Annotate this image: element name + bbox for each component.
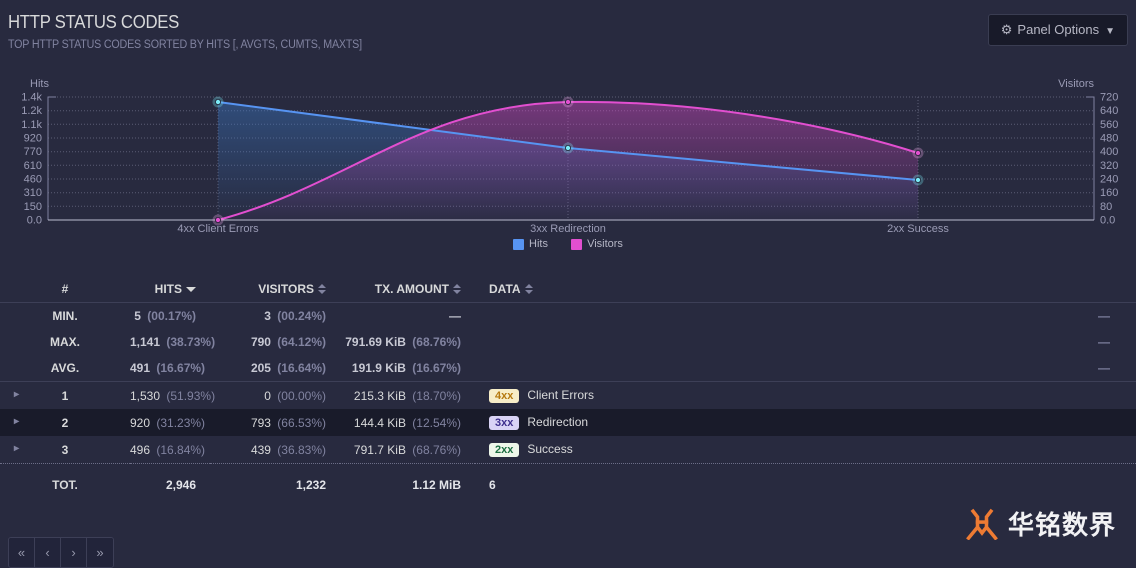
svg-text:640: 640 (1100, 105, 1118, 117)
svg-text:720: 720 (1100, 92, 1118, 104)
svg-text:1.1k: 1.1k (21, 119, 42, 131)
svg-text:770: 770 (24, 146, 42, 158)
svg-text:0.0: 0.0 (1100, 215, 1115, 227)
svg-text:240: 240 (1100, 174, 1118, 186)
svg-text:4xx Client Errors: 4xx Client Errors (177, 223, 259, 235)
svg-text:920: 920 (24, 133, 42, 145)
svg-text:Visitors: Visitors (1058, 78, 1094, 90)
svg-text:3xx Redirection: 3xx Redirection (530, 223, 606, 235)
svg-text:0.0: 0.0 (27, 215, 42, 227)
svg-text:1.2k: 1.2k (21, 105, 42, 117)
svg-text:310: 310 (24, 187, 42, 199)
svg-text:480: 480 (1100, 133, 1118, 145)
svg-text:460: 460 (24, 174, 42, 186)
svg-text:150: 150 (24, 201, 42, 213)
svg-text:560: 560 (1100, 119, 1118, 131)
svg-text:320: 320 (1100, 160, 1118, 172)
svg-text:2xx Success: 2xx Success (887, 223, 949, 235)
svg-text:80: 80 (1100, 201, 1112, 213)
svg-text:610: 610 (24, 160, 42, 172)
svg-text:Hits: Hits (30, 78, 49, 90)
svg-text:1.4k: 1.4k (21, 92, 42, 104)
svg-text:400: 400 (1100, 146, 1118, 158)
svg-text:160: 160 (1100, 187, 1118, 199)
